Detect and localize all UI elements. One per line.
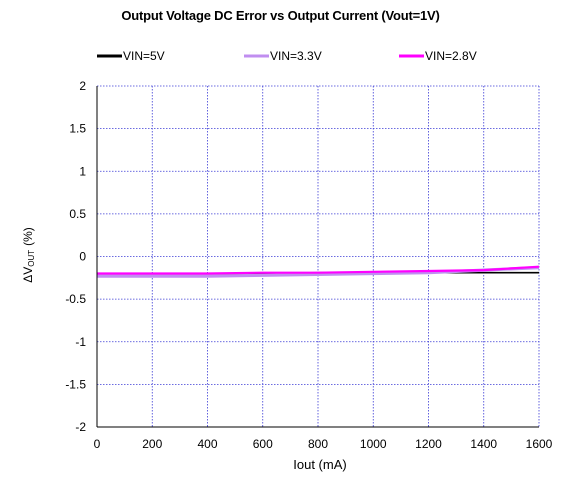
x-tick-label: 400 xyxy=(197,437,217,451)
x-tick-label: 200 xyxy=(142,437,162,451)
legend-label-3: VIN=2.8V xyxy=(425,49,477,63)
chart-title: Output Voltage DC Error vs Output Curren… xyxy=(121,8,440,23)
x-tick-label: 1000 xyxy=(360,437,387,451)
legend: VIN=5V VIN=3.3V VIN=2.8V xyxy=(97,49,477,63)
y-tick-label: -1.5 xyxy=(65,377,86,391)
y-tick-label: -0.5 xyxy=(65,292,86,306)
x-axis-label: Iout (mA) xyxy=(293,457,346,472)
y-tick-label: 0.5 xyxy=(69,207,86,221)
y-tick-label: -2 xyxy=(75,420,86,434)
y-tick-label: -1 xyxy=(75,335,86,349)
y-tick-label: 1.5 xyxy=(69,122,86,136)
y-axis-label-subscript: OUT xyxy=(27,250,36,267)
y-tick-label: 0 xyxy=(79,250,86,264)
y-axis-label-unit: (%) xyxy=(21,227,35,246)
legend-label-2: VIN=3.3V xyxy=(270,49,322,63)
tick-labels: 0 200 400 600 800 1000 1200 1400 1600 2 1.5 1 0.5 0 -0… xyxy=(65,79,552,451)
series-layer xyxy=(97,265,540,278)
plot-frame xyxy=(96,86,539,428)
x-tick-label: 800 xyxy=(308,437,328,451)
y-axis-label: ΔVOUT (%) xyxy=(21,227,36,283)
grid xyxy=(96,85,540,428)
x-tick-label: 1400 xyxy=(470,437,497,451)
series-line-3 xyxy=(97,265,540,275)
y-axis-label-main: ΔV xyxy=(21,267,35,283)
legend-label-1: VIN=5V xyxy=(123,49,165,63)
x-tick-label: 600 xyxy=(253,437,273,451)
x-tick-label: 1600 xyxy=(526,437,553,451)
y-tick-label: 1 xyxy=(79,164,86,178)
x-tick-label: 0 xyxy=(94,437,101,451)
x-tick-label: 1200 xyxy=(415,437,442,451)
y-tick-label: 2 xyxy=(79,79,86,93)
